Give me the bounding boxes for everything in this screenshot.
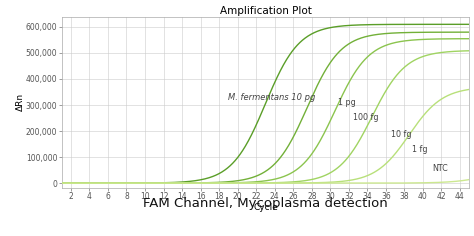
Title: Amplification Plot: Amplification Plot	[219, 6, 311, 16]
Y-axis label: ΔRn: ΔRn	[16, 93, 25, 111]
Text: NTC: NTC	[432, 164, 448, 173]
Text: 1 pg: 1 pg	[337, 98, 356, 107]
Text: 1 fg: 1 fg	[412, 145, 428, 154]
X-axis label: Cycle: Cycle	[253, 203, 278, 212]
Text: FAM Channel, Mycoplasma detection: FAM Channel, Mycoplasma detection	[143, 197, 388, 210]
Text: 100 fg: 100 fg	[354, 113, 379, 122]
Text: 10 fg: 10 fg	[391, 131, 411, 139]
Text: M. fermentans 10 pg: M. fermentans 10 pg	[228, 93, 316, 102]
